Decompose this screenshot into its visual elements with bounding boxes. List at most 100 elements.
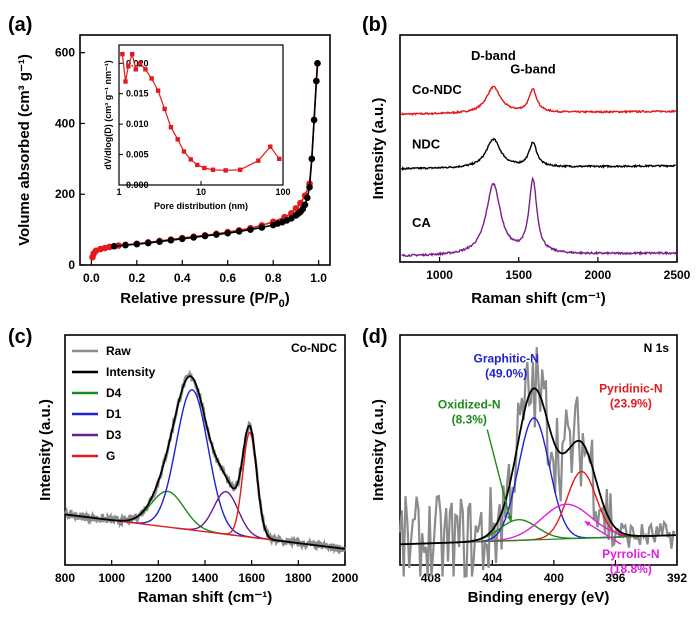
series-label-CA: CA <box>412 215 431 230</box>
inset-data-point <box>223 168 228 173</box>
sample-label: Co-NDC <box>291 341 337 355</box>
data-point-desorption <box>156 238 163 245</box>
data-point-desorption <box>167 236 175 244</box>
plot-frame <box>79 34 331 266</box>
series-line-Co-NDC <box>400 85 677 116</box>
inset-y-tick-label: 0.010 <box>126 119 149 129</box>
inset-data-point <box>202 165 207 171</box>
panel-label: (a) <box>8 14 32 36</box>
x-axis-label: Raman shift (cm⁻¹) <box>471 290 606 307</box>
data-point-desorption <box>178 235 186 243</box>
inset-x-tick-label: 10 <box>196 187 206 197</box>
y-tick-label: 0 <box>68 258 75 272</box>
inset-data-point <box>237 167 243 172</box>
annotation: D-band <box>471 48 516 63</box>
inset-x-tick-label: 1 <box>116 187 121 197</box>
annotation-pct-Graphitic-N: (49.0%) <box>485 367 527 381</box>
y-tick-label: 200 <box>55 187 75 201</box>
series-label-NDC: NDC <box>412 137 441 152</box>
panel-c: (c) 800 1000 1200 1400 1600 1800 2000 Raman shif… <box>8 326 359 606</box>
panel-d: (d) 408 404 400 396 392 Binding energy (eV) Int… <box>362 326 687 606</box>
x-tick-label: 1000 <box>98 571 125 585</box>
sample-label: N 1s <box>644 341 670 355</box>
data-point-desorption <box>190 234 197 241</box>
inset-data-point <box>133 67 138 72</box>
x-tick-label: 396 <box>605 571 625 585</box>
x-tick-label: 0.4 <box>174 271 191 285</box>
annotation-Pyrrolic-N: Pyrrolic-N <box>602 547 659 561</box>
y-axis-label: Intensity (a.u.) <box>37 399 54 501</box>
y-axis-label: Volume absorbed (cm³ g⁻¹) <box>16 54 33 246</box>
annotation-pct-Pyrrolic-N: (18.8%) <box>610 562 652 576</box>
series-line-CA <box>401 176 677 258</box>
x-tick-label: 1.0 <box>310 271 327 285</box>
inset-y-tick-label: 0.020 <box>126 58 149 68</box>
legend-label-G: G <box>106 449 115 463</box>
data-point-adsorption <box>292 205 300 212</box>
x-tick-label: 2000 <box>585 268 612 282</box>
annotation: G-band <box>510 62 556 77</box>
x-tick-label: 0.0 <box>83 271 100 285</box>
inset-y-tick-label: 0.000 <box>126 180 149 190</box>
arrow-head-icon <box>584 521 591 527</box>
data-point-desorption <box>258 224 266 231</box>
x-tick-label: 2000 <box>332 571 359 585</box>
inset-y-tick-label: 0.005 <box>126 150 149 160</box>
inset-x-axis-label: Pore distribution (nm) <box>154 201 248 211</box>
y-tick-label: 600 <box>55 46 75 60</box>
data-point-desorption <box>314 60 321 67</box>
y-axis-label: Intensity (a.u.) <box>370 399 387 501</box>
inset-data-point <box>256 158 261 163</box>
arrow-head-icon <box>506 515 512 522</box>
x-tick-label: 1400 <box>192 571 219 585</box>
inset-data-point <box>155 88 161 93</box>
x-tick-label: 1600 <box>238 571 265 585</box>
x-tick-label: 0.8 <box>265 271 282 285</box>
panel-label: (d) <box>362 326 388 348</box>
data-point-desorption <box>213 231 220 238</box>
legend-label-D1: D1 <box>106 407 122 421</box>
plot-frame <box>399 334 678 566</box>
x-tick-label: 0.6 <box>219 271 236 285</box>
component-line-D3 <box>175 491 277 542</box>
x-tick-label: 1200 <box>145 571 172 585</box>
inset-data-point <box>195 162 200 168</box>
legend-label-Raw: Raw <box>106 344 131 358</box>
annotation-arrow <box>486 429 512 522</box>
x-tick-label: 1500 <box>505 268 532 282</box>
data-point-desorption <box>235 228 243 235</box>
data-point-desorption <box>247 226 254 233</box>
data-point-desorption <box>144 239 152 247</box>
annotation-arrow <box>584 520 622 545</box>
inset-data-point <box>137 61 143 66</box>
data-point-desorption <box>308 155 316 163</box>
series-line-raw <box>398 347 676 578</box>
inset-data-point <box>210 167 216 172</box>
data-point-desorption <box>310 116 318 124</box>
inset-data-point <box>162 106 167 112</box>
inset-data-point <box>181 149 187 154</box>
inset-y-axis-label: dV/dlog(D) (cm³ g⁻¹ nm⁻¹) <box>103 60 113 169</box>
x-tick-label: 404 <box>482 571 502 585</box>
inset-data-point <box>268 144 273 149</box>
annotation-pct-Oxidized-N: (8.3%) <box>452 413 487 427</box>
inset-data-point <box>120 51 125 57</box>
inset-data-point <box>123 79 128 84</box>
data-point-desorption <box>313 77 320 85</box>
x-tick-label: 2500 <box>664 268 691 282</box>
data-point-desorption <box>224 229 232 237</box>
annotation-Graphitic-N: Graphitic-N <box>474 352 539 366</box>
x-axis-label: Raman shift (cm⁻¹) <box>138 589 273 606</box>
data-point-desorption <box>303 194 311 202</box>
component-line-D4 <box>99 490 236 537</box>
legend-label-D4: D4 <box>106 386 122 400</box>
x-tick-label: 800 <box>55 571 75 585</box>
x-axis-label: Binding energy (eV) <box>468 589 610 606</box>
inset-data-point <box>130 51 135 57</box>
series-label-Co-NDC: Co-NDC <box>412 82 462 97</box>
panel-a: (a) 0.0 0.2 0.4 0.6 0.8 1.0 0 200 400 600 Relative … <box>8 14 331 310</box>
x-tick-label: 400 <box>544 571 564 585</box>
x-tick-label: 1800 <box>285 571 312 585</box>
x-tick-label: 0.2 <box>128 271 145 285</box>
